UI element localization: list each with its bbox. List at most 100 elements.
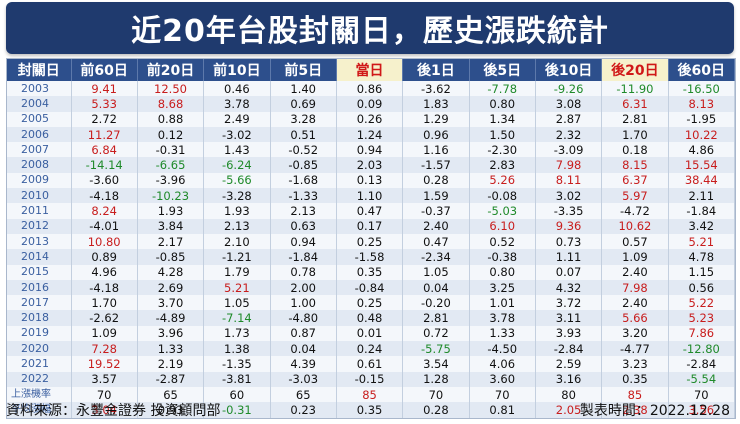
row-label: 2017 xyxy=(7,295,72,311)
table-cell: 1.11 xyxy=(535,249,603,265)
stats-table-container: 封關日 前60日 前20日 前10日 前5日 當日 後1日 後5日 後10日 後20日 後60日 2… xyxy=(6,58,736,419)
table-cell: 5.97 xyxy=(601,188,669,204)
table-cell: -0.38 xyxy=(469,249,536,265)
table-row: 2016 -4.18 2.69 5.21 2.00 -0.84 0.04 3.25 4.32 7.… xyxy=(7,279,736,296)
row-label: 2003 xyxy=(7,81,72,97)
table-cell: 1.38 xyxy=(203,341,271,357)
table-cell: -0.31 xyxy=(137,142,205,158)
table-row: 2007 6.84 -0.31 1.43 -0.52 0.94 1.16 -2.30 -3.09… xyxy=(7,142,736,158)
table-cell: 3.84 xyxy=(137,218,205,234)
table-cell: 2.40 xyxy=(402,218,470,234)
table-cell: 3.04 xyxy=(71,402,138,418)
table-cell: 1.01 xyxy=(469,295,536,311)
table-cell: -4.01 xyxy=(71,218,138,234)
table-cell: -3.02 xyxy=(203,126,271,143)
table-cell: 0.35 xyxy=(601,371,669,387)
table-row: 2009 -3.60 -3.96 -5.66 -1.68 0.13 0.28 5.26 8.11… xyxy=(7,172,736,189)
table-cell: 2.13 xyxy=(203,218,271,234)
table-cell: 85 xyxy=(336,386,404,403)
table-cell: 2.17 xyxy=(137,233,205,250)
table-cell: 0.09 xyxy=(336,96,404,112)
table-cell: -4.18 xyxy=(71,279,138,296)
table-cell: 7.86 xyxy=(668,325,736,342)
table-cell: 0.12 xyxy=(137,126,205,143)
table-cell: 38.44 xyxy=(668,172,736,189)
table-row: 2013 10.80 2.17 2.10 0.94 0.25 0.47 0.52 0.73 0.5… xyxy=(7,233,736,250)
table-cell: -0.84 xyxy=(336,279,404,296)
table-cell: 9.36 xyxy=(535,218,603,234)
column-header: 前5日 xyxy=(270,59,337,81)
table-cell: 0.94 xyxy=(270,233,337,250)
table-row: 2019 1.09 3.96 1.73 0.87 0.01 0.72 1.33 3.93 3.20… xyxy=(7,325,736,342)
table-cell: -7.78 xyxy=(469,81,536,97)
table-cell: 4.28 xyxy=(137,264,205,280)
table-cell: 8.11 xyxy=(535,172,603,189)
table-cell: -10.23 xyxy=(137,188,205,204)
table-cell: 0.46 xyxy=(203,81,271,97)
table-cell: 1.00 xyxy=(270,295,337,311)
table-cell: -0.52 xyxy=(270,142,337,158)
table-cell: 10.62 xyxy=(601,218,669,234)
table-cell: -5.66 xyxy=(203,172,271,189)
table-cell: 1.93 xyxy=(137,203,205,219)
table-cell: 1.24 xyxy=(336,126,404,143)
table-cell: 1.33 xyxy=(137,341,205,357)
table-cell: -2.84 xyxy=(668,356,736,372)
table-cell: 80 xyxy=(535,386,603,403)
table-cell: 70 xyxy=(469,386,536,403)
table-cell: 4.78 xyxy=(668,249,736,265)
table-cell: 5.22 xyxy=(668,295,736,311)
table-cell: 1.09 xyxy=(601,249,669,265)
table-cell: 0.88 xyxy=(137,111,205,127)
table-cell: 1.40 xyxy=(270,81,337,97)
table-cell: 85 xyxy=(601,386,669,403)
table-cell: 3.57 xyxy=(71,371,138,387)
table-cell: -1.95 xyxy=(668,111,736,127)
table-cell: 10.22 xyxy=(668,126,736,143)
table-cell: 0.52 xyxy=(469,233,536,250)
table-cell: 19.52 xyxy=(71,356,138,372)
table-cell: -4.50 xyxy=(469,341,536,357)
table-cell: 1.70 xyxy=(601,126,669,143)
table-cell: 10.80 xyxy=(71,233,138,250)
table-cell: -1.57 xyxy=(402,157,470,173)
table-cell: 2.05 xyxy=(535,402,603,418)
table-row: 2017 1.70 3.70 1.05 1.00 0.25 -0.20 1.01 3.72 2.4… xyxy=(7,295,736,311)
table-cell: 0.26 xyxy=(336,111,404,127)
table-cell: 2.81 xyxy=(402,310,470,326)
table-cell: 1.33 xyxy=(469,325,536,342)
row-label: 2014 xyxy=(7,249,72,265)
table-cell: 5.23 xyxy=(668,310,736,326)
table-cell: 3.93 xyxy=(535,325,603,342)
table-cell: -0.31 xyxy=(203,402,271,418)
table-cell: 1.43 xyxy=(203,142,271,158)
table-cell: -0.85 xyxy=(137,249,205,265)
table-cell: 0.35 xyxy=(336,402,404,418)
table-cell: -5.54 xyxy=(668,371,736,387)
table-row: 2003 9.41 12.50 0.46 1.40 0.86 -3.62 -7.78 -9.26… xyxy=(7,81,736,97)
table-cell: -2.34 xyxy=(402,249,470,265)
table-cell: 2.83 xyxy=(469,157,536,173)
column-header: 後60日 xyxy=(668,59,736,81)
table-cell: 15.54 xyxy=(668,157,736,173)
table-cell: 0.01 xyxy=(336,325,404,342)
table-cell: -3.62 xyxy=(402,81,470,97)
table-cell: 0.57 xyxy=(601,233,669,250)
table-cell: 3.23 xyxy=(601,356,669,372)
table-cell: 60 xyxy=(203,386,271,403)
table-cell: 1.16 xyxy=(402,142,470,158)
table-cell: -0.08 xyxy=(469,188,536,204)
table-cell: 70 xyxy=(668,386,736,403)
table-cell: -1.35 xyxy=(203,356,271,372)
stat-row: 上漲機率 70 65 60 65 85 70 70 80 85 70 xyxy=(7,386,736,403)
table-cell: 0.78 xyxy=(270,264,337,280)
table-cell: -4.77 xyxy=(601,341,669,357)
row-label: 2019 xyxy=(7,325,72,342)
table-cell: -11.90 xyxy=(601,81,669,97)
table-cell: 0.69 xyxy=(270,96,337,112)
table-cell: 4.96 xyxy=(71,264,138,280)
table-cell: 1.09 xyxy=(71,325,138,342)
table-cell: -5.75 xyxy=(402,341,470,357)
table-cell: -3.60 xyxy=(71,172,138,189)
table-cell: 11.27 xyxy=(71,126,138,143)
